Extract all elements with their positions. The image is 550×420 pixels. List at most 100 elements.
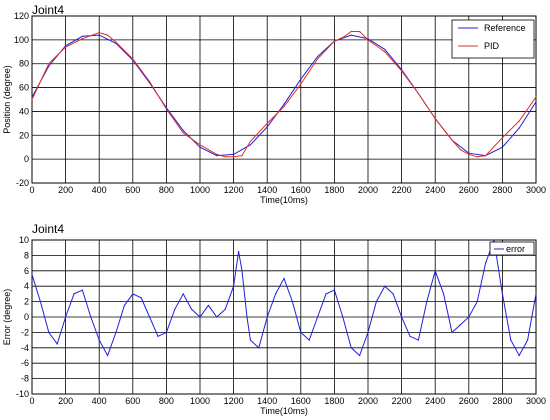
data-point-pid [115, 41, 117, 43]
x-axis-label: Time(10ms) [260, 406, 308, 416]
data-point-pid [48, 63, 50, 65]
data-point-pid [317, 58, 319, 60]
data-point-error [518, 354, 520, 357]
data-point-error [174, 308, 176, 310]
data-point-reference [384, 48, 386, 51]
data-point-reference [98, 34, 100, 36]
data-point-error [401, 316, 403, 318]
x-tick-label: 1400 [257, 396, 277, 406]
data-point-pid [81, 38, 83, 40]
data-point-reference [249, 144, 251, 146]
data-point-error [216, 316, 218, 318]
data-point-error [375, 301, 377, 303]
x-tick-label: 1200 [224, 185, 244, 195]
data-point-error [107, 354, 109, 357]
legend-label: PID [484, 41, 500, 51]
data-point-pid [333, 40, 335, 42]
y-tick-label: 0 [24, 154, 29, 164]
data-point-pid [300, 83, 302, 85]
x-tick-label: 2400 [425, 185, 445, 195]
y-axis-label: Position (degree) [2, 65, 12, 134]
x-tick-label: 600 [125, 396, 140, 406]
data-point-error [459, 324, 461, 326]
data-point-pid [224, 156, 226, 158]
data-point-pid [359, 30, 361, 33]
y-tick-label: 2 [24, 297, 29, 307]
x-tick-label: 2200 [392, 396, 412, 406]
data-point-error [350, 347, 352, 349]
chart-1-title: Joint4 [32, 3, 65, 17]
data-point-error [308, 339, 310, 341]
y-tick-label: -4 [21, 343, 29, 353]
data-point-pid [417, 92, 419, 95]
data-point-pid [182, 132, 184, 134]
data-point-pid [350, 30, 352, 33]
data-point-error [115, 331, 117, 333]
data-point-pid [241, 154, 243, 157]
x-tick-label: 1800 [324, 396, 344, 406]
data-point-error [238, 250, 240, 253]
data-point-error [501, 293, 503, 295]
data-point-error [275, 293, 277, 295]
y-tick-label: 80 [19, 59, 29, 69]
plot-area-border [31, 239, 537, 395]
data-point-error [333, 289, 335, 291]
data-point-pid [233, 156, 235, 158]
data-point-pid [459, 149, 461, 151]
x-tick-label: 1600 [291, 185, 311, 195]
data-point-error [207, 304, 209, 307]
y-axis-label: Error (degree) [2, 289, 12, 346]
y-tick-label: 20 [19, 130, 29, 140]
data-point-error [123, 304, 125, 307]
data-point-error [409, 335, 411, 337]
data-point-reference [81, 35, 83, 37]
data-point-error [199, 316, 201, 318]
data-point-pid [342, 36, 344, 39]
y-tick-label: 6 [24, 266, 29, 276]
data-point-pid [266, 122, 268, 124]
legend-label: error [506, 244, 525, 254]
data-point-error [73, 293, 75, 295]
data-point-error [434, 270, 436, 272]
data-point-error [527, 339, 529, 341]
x-tick-label: 2400 [425, 396, 445, 406]
data-point-error [283, 277, 285, 280]
data-point-error [291, 301, 293, 303]
data-point-pid [249, 140, 251, 142]
data-point-reference [468, 152, 470, 154]
data-point-error [359, 354, 361, 357]
data-point-error [48, 331, 50, 333]
data-point-pid [132, 58, 134, 60]
data-point-error [31, 274, 33, 276]
data-point-reference [65, 45, 67, 47]
data-point-pid [367, 39, 369, 41]
data-point-reference [300, 78, 302, 80]
x-tick-label: 1200 [224, 396, 244, 406]
legend-box [451, 19, 535, 59]
data-point-error [258, 347, 260, 349]
x-tick-label: 2000 [358, 396, 378, 406]
data-point-reference [31, 96, 33, 98]
y-tick-label: -8 [21, 374, 29, 384]
data-point-pid [468, 153, 470, 155]
data-point-error [392, 293, 394, 295]
series-line-pid [31, 31, 537, 158]
data-point-error [451, 331, 453, 333]
data-point-error [476, 301, 478, 303]
data-point-error [233, 285, 235, 287]
y-tick-label: -10 [16, 389, 29, 399]
x-tick-label: 1400 [257, 185, 277, 195]
data-point-error [426, 301, 428, 303]
y-tick-label: 0 [24, 312, 29, 322]
y-tick-label: -6 [21, 358, 29, 368]
data-point-pid [485, 154, 487, 157]
data-point-pid [501, 137, 503, 139]
data-point-pid [518, 120, 520, 122]
data-point-pid [283, 106, 285, 108]
data-point-error [56, 343, 58, 345]
data-point-reference [518, 127, 520, 129]
data-point-error [443, 293, 445, 295]
x-tick-label: 2000 [358, 185, 378, 195]
data-point-error [165, 331, 167, 333]
y-tick-label: 60 [19, 83, 29, 93]
